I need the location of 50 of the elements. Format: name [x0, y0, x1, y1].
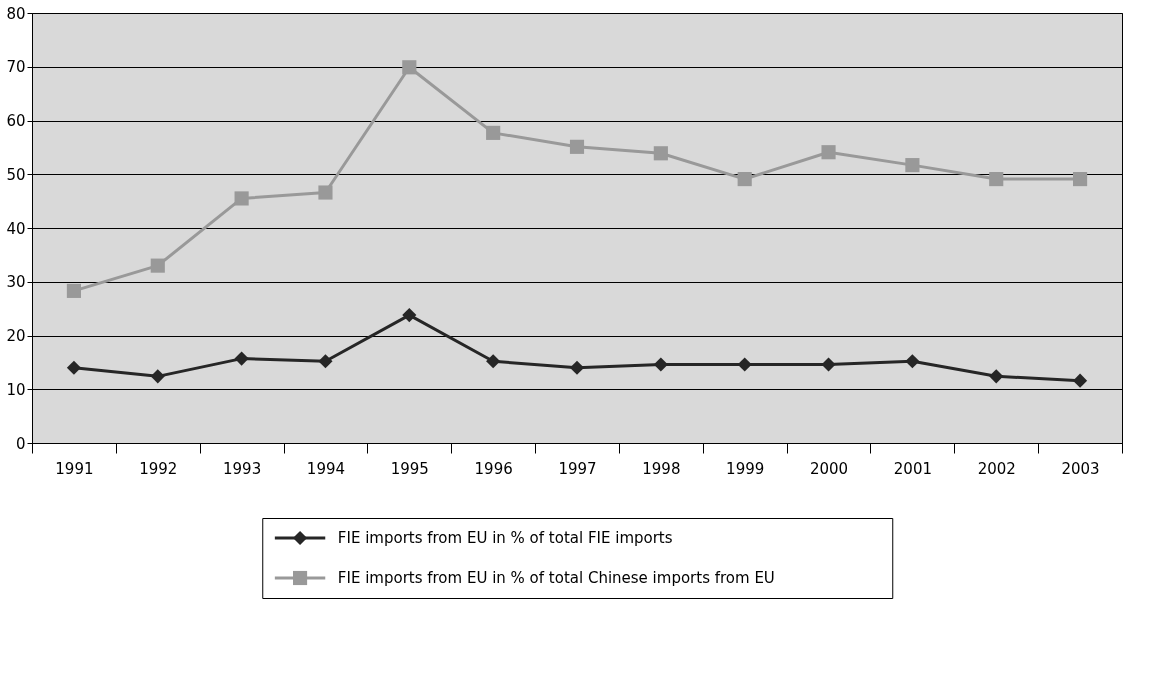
x-tick-label: 2001 [893, 459, 932, 478]
x-tick-label: 1997 [558, 459, 597, 478]
y-tick-label: 0 [15, 434, 26, 453]
point [402, 308, 417, 323]
y-tick-label: 60 [6, 112, 26, 130]
point [821, 357, 836, 372]
point [821, 145, 836, 160]
y-tick-label: 80 [6, 4, 26, 23]
point [1073, 373, 1088, 388]
y-tick-label: 70 [6, 58, 26, 77]
point [989, 172, 1004, 187]
point [234, 191, 249, 206]
point [150, 369, 165, 384]
x-tick-label: 1994 [306, 459, 346, 478]
legend-label: FIE imports from EU in % of total Chinese imports from EU [337, 569, 775, 587]
y-tick-label: 30 [6, 273, 26, 292]
legend-label: FIE imports from EU in % of total FIE imports [337, 529, 673, 547]
x-tick-label: 1992 [139, 459, 178, 478]
y-tick-label: 20 [6, 327, 26, 345]
point [486, 125, 501, 140]
point [569, 139, 585, 154]
point [1073, 172, 1088, 187]
x-tick-label: 1996 [474, 459, 513, 478]
x-tick-label: 1991 [55, 459, 94, 478]
point [569, 360, 585, 375]
point [737, 357, 752, 372]
point [905, 354, 920, 369]
point [66, 360, 81, 375]
point [318, 185, 333, 200]
y-tick-label: 40 [6, 219, 26, 238]
point [653, 357, 668, 372]
point [653, 146, 668, 161]
x-tick-label: 1995 [390, 459, 429, 478]
point [989, 369, 1004, 384]
y-tick-label: 10 [6, 380, 26, 399]
point [402, 60, 417, 75]
point [905, 158, 920, 173]
point [150, 258, 165, 273]
point [486, 354, 501, 369]
point [66, 283, 81, 298]
point [737, 172, 752, 187]
x-tick-label: 2002 [977, 459, 1016, 478]
x-tick-label: 2000 [809, 459, 849, 478]
point [234, 351, 249, 366]
x-tick-label: 1993 [223, 459, 262, 478]
y-tick-label: 50 [6, 165, 26, 184]
x-tick-label: 1998 [642, 459, 681, 478]
x-tick-label: 2003 [1061, 459, 1100, 478]
x-tick-label: 1999 [726, 459, 765, 478]
point [318, 354, 333, 369]
